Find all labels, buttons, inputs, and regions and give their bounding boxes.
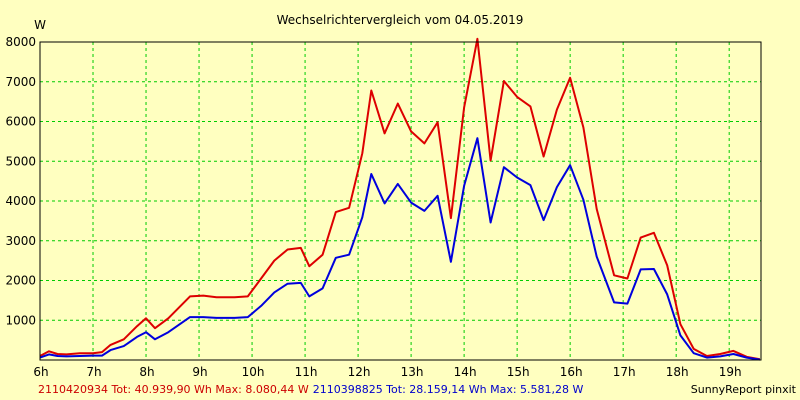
y-tick-label: 1000	[5, 313, 36, 327]
footer-blue-series: 2110398825 Tot: 28.159,14 Wh Max: 5.581,…	[313, 383, 584, 396]
footer-red-series: 2110420934 Tot: 40.939,90 Wh Max: 8.080,…	[38, 383, 309, 396]
x-tick-label: 19h	[719, 365, 742, 379]
y-tick-label: 3000	[5, 234, 36, 248]
footer-series-summaries: 2110420934 Tot: 40.939,90 Wh Max: 8.080,…	[38, 383, 584, 396]
x-tick-label: 9h	[192, 365, 207, 379]
x-tick-label: 15h	[507, 365, 530, 379]
y-axis-unit: W	[34, 18, 46, 32]
x-axis-ticks: 6h 7h 8h 9h 10h 11h 12h 13h 14h 15h 16h 17h 18h 19h	[33, 365, 741, 379]
y-tick-label: 2000	[5, 274, 36, 288]
x-tick-label: 17h	[613, 365, 636, 379]
x-tick-label: 11h	[295, 365, 318, 379]
x-tick-label: 10h	[242, 365, 265, 379]
x-tick-label: 16h	[560, 365, 583, 379]
plot-frame	[39, 41, 762, 361]
y-tick-label: 4000	[5, 194, 36, 208]
series-line-2110398825	[39, 137, 761, 361]
y-axis-ticks: 1000 2000 3000 4000 5000 6000 7000 8000	[5, 35, 36, 327]
x-tick-label: 7h	[86, 365, 101, 379]
x-tick-label: 18h	[666, 365, 689, 379]
y-tick-label: 7000	[5, 75, 36, 89]
y-tick-label: 5000	[5, 154, 36, 168]
y-tick-label: 6000	[5, 115, 36, 129]
x-tick-label: 6h	[33, 365, 48, 379]
footer-brand: SunnyReport pinxit	[691, 383, 797, 396]
x-tick-label: 13h	[401, 365, 424, 379]
series-lines	[39, 37, 761, 361]
series-line-2110420934	[39, 37, 761, 361]
chart-title: Wechselrichtervergleich vom 04.05.2019	[277, 13, 524, 27]
grid	[39, 41, 761, 360]
x-tick-label: 12h	[348, 365, 371, 379]
x-tick-label: 8h	[139, 365, 154, 379]
y-tick-label: 8000	[5, 35, 36, 49]
x-tick-label: 14h	[454, 365, 477, 379]
